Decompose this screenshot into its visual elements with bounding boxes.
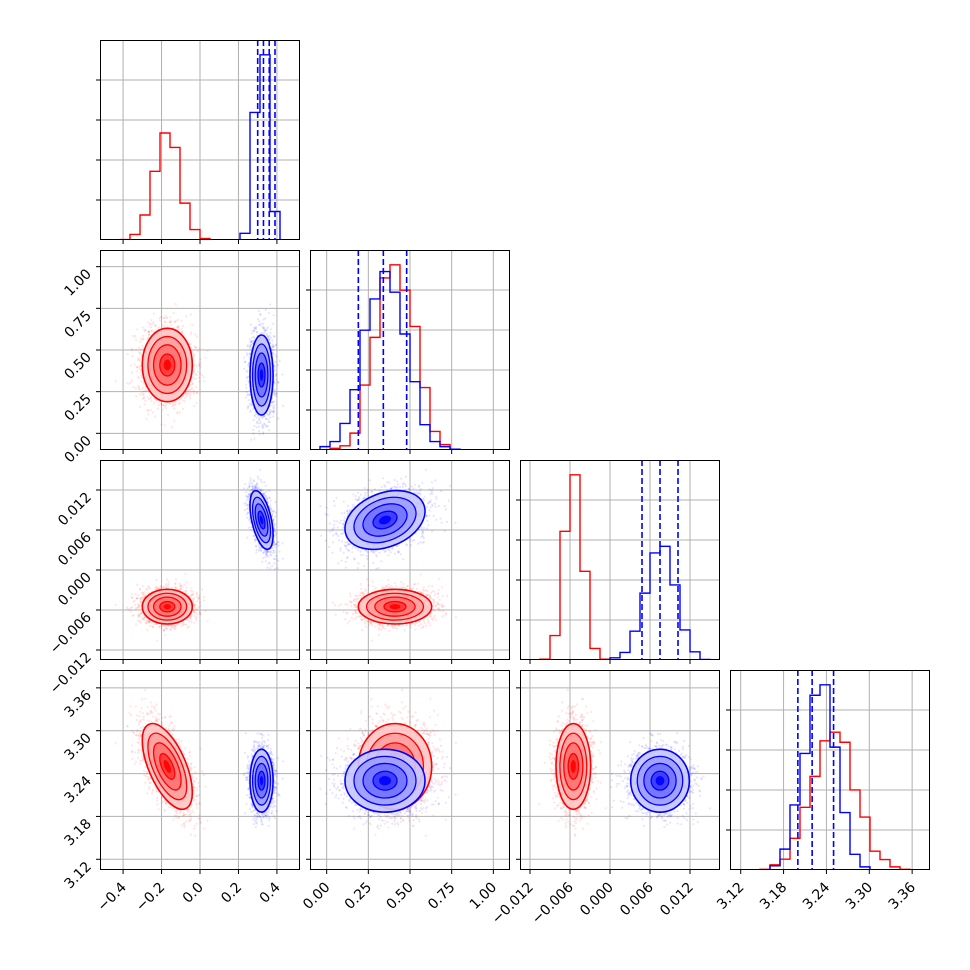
x-tick-label: 0.0 [180,880,207,907]
y-tick-label: 0.50 [61,350,94,383]
density-contours-series-2 [629,748,691,813]
grid-lines [100,460,300,660]
scatter-panel-3-2 [319,468,457,642]
y-tick-label: −0.012 [47,650,95,698]
panel-frame [310,460,510,660]
grid-lines [520,670,720,870]
y-tick-label: 3.18 [61,816,94,849]
x-tick-label: 3.12 [714,880,747,913]
x-tick-label: 0.50 [383,880,416,913]
panel-frame [100,250,300,450]
density-contours-series-2 [249,334,274,416]
grid-lines [100,670,300,870]
x-tick-label: 0.006 [617,879,657,919]
density-contours-series-1 [357,588,433,625]
tick-marks [306,489,494,664]
density-contours-series-1 [141,722,194,811]
tick-marks [306,289,494,454]
x-tick-label: 3.24 [800,879,833,912]
panel-frame [310,670,510,870]
y-tick-label: 0.006 [55,529,95,569]
x-tick-label: 0.25 [342,880,375,913]
tick-marks [726,709,913,874]
scatter-panel-4-1 [114,688,285,837]
density-contours-series-2 [249,489,274,551]
panel-frame [100,460,300,660]
y-tick-label: 3.24 [61,773,94,806]
tick-marks [516,687,691,874]
panel-frame [730,670,930,870]
scatter-panel-4-3 [538,688,712,837]
x-tick-label: 3.36 [886,879,919,912]
x-tick-label: −0.012 [489,880,537,928]
tick-marks [96,489,278,664]
density-contours-series-2 [344,748,426,813]
density-contours-series-1 [555,722,592,811]
x-tick-label: 3.30 [843,880,876,913]
x-tick-label: 0.2 [218,880,245,907]
density-contours-series-2 [249,748,274,813]
scatter-panel-4-2 [319,688,457,837]
tick-marks [96,266,278,454]
panel-frame [100,40,300,240]
tick-marks [516,499,691,664]
histogram-panel-1 [100,40,300,240]
grid-lines [310,460,510,660]
density-contours-series-1 [141,588,194,625]
histogram-series-2 [100,54,300,240]
tick-marks [96,687,278,874]
histogram-series-2 [520,545,720,660]
scatter-panel-3-1 [114,468,285,642]
histogram-series-1 [730,731,930,870]
x-tick-label: −0.2 [133,880,168,915]
x-tick-label: −0.006 [529,879,577,927]
y-tick-label: 0.25 [61,391,94,424]
y-tick-label: 1.00 [61,266,94,299]
panel-frame [100,670,300,870]
x-tick-label: 0.00 [300,880,333,913]
x-tick-label: 0.000 [577,880,617,920]
panel-frame [520,460,720,660]
y-tick-label: 0.012 [55,490,95,530]
density-contours-series-1 [141,327,194,403]
histogram-series-1 [100,132,300,240]
x-tick-label: 0.012 [657,880,697,920]
tick-marks [96,79,278,244]
y-tick-label: 3.30 [61,730,94,763]
y-tick-label: 3.12 [61,859,94,892]
grid-lines [100,40,300,240]
y-tick-label: 0.75 [61,308,94,341]
panel-frame [520,670,720,870]
scatter-panel-2-1 [114,303,285,441]
tick-marks [306,687,494,874]
grid-lines [730,670,930,870]
x-tick-label: −0.4 [95,879,130,914]
y-tick-label: 0.000 [55,570,95,610]
panel-frame [310,250,510,450]
histogram-series-2 [730,684,930,870]
y-tick-label: −0.006 [47,609,95,657]
x-tick-label: 0.4 [257,879,284,906]
x-tick-label: 0.75 [425,880,458,913]
y-tick-label: 3.36 [61,687,94,720]
histogram-panel-4 [730,670,930,870]
y-tick-label: 0.00 [61,433,94,466]
x-tick-label: 3.18 [757,880,790,913]
x-tick-label: 1.00 [467,880,500,913]
density-contours-series-2 [344,489,426,551]
